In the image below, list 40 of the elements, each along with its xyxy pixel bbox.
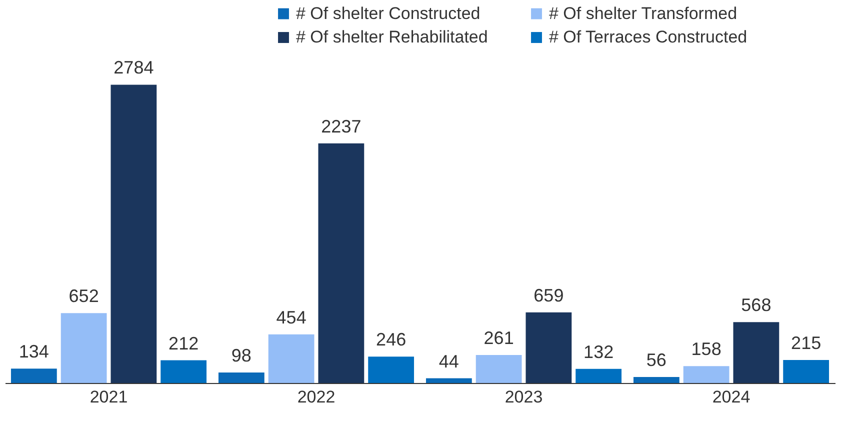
bar <box>633 377 680 383</box>
bar <box>783 360 830 383</box>
data-label: 134 <box>18 342 49 362</box>
bar <box>318 143 364 383</box>
x-tick-label: 2024 <box>712 388 750 406</box>
data-label: 132 <box>584 342 614 362</box>
data-label: 2784 <box>114 58 154 78</box>
bar <box>60 313 107 383</box>
bar <box>576 368 622 383</box>
x-tick-label: 2021 <box>90 388 128 406</box>
bar <box>10 368 57 383</box>
bar <box>368 356 414 383</box>
bar <box>268 334 314 383</box>
x-tick-label: 2022 <box>297 388 336 406</box>
data-label: 454 <box>276 307 306 328</box>
legend-label: # Of Terraces Constructed <box>549 28 748 46</box>
data-label: 212 <box>168 333 199 354</box>
data-label: 2237 <box>321 116 362 136</box>
bar <box>683 366 730 383</box>
legend-label: # Of shelter Constructed <box>296 4 480 23</box>
bar <box>160 360 207 383</box>
data-label: 98 <box>231 346 252 366</box>
data-label: 158 <box>691 339 722 360</box>
bar <box>733 322 780 383</box>
data-label: 261 <box>484 328 514 348</box>
bar <box>476 355 522 383</box>
bar <box>526 312 572 383</box>
data-label: 56 <box>646 350 666 370</box>
data-label: 652 <box>68 286 99 306</box>
data-label: 568 <box>741 295 772 316</box>
data-label: 246 <box>376 330 406 350</box>
x-tick-label: 2023 <box>504 388 543 406</box>
bar <box>426 378 472 383</box>
bar <box>110 84 157 383</box>
legend-label: # Of shelter Transformed <box>549 4 738 23</box>
bar <box>218 372 264 383</box>
data-label: 44 <box>438 351 459 372</box>
data-label: 659 <box>534 285 564 306</box>
legend-label: # Of shelter Rehabilitated <box>296 28 488 46</box>
data-label: 215 <box>791 332 822 353</box>
